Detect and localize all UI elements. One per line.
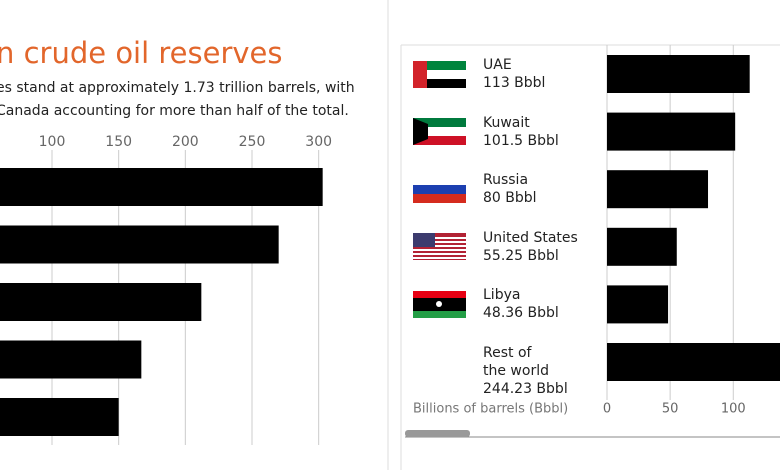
bar (0, 340, 142, 379)
category-label: UAE (483, 57, 512, 73)
category-label: Rest of the world (483, 345, 549, 379)
subtitle: es stand at approximately 1.73 trillion … (0, 80, 355, 96)
value-label: 113 Bbbl (483, 75, 546, 91)
chart-title: n crude oil reserves (0, 36, 283, 70)
flag-uae (413, 61, 466, 88)
x-tick-label: 100 (39, 134, 66, 150)
bar (607, 227, 677, 266)
flag-libya (413, 291, 466, 318)
bar (607, 112, 736, 151)
bar (0, 225, 279, 264)
flag-kuwait (413, 118, 466, 145)
flag-russia (413, 176, 466, 203)
category-label: Kuwait (483, 114, 530, 131)
value-label: 48.36 Bbbl (483, 305, 559, 322)
x-tick-label: 250 (239, 134, 266, 150)
x-tick-label: 150 (105, 134, 132, 150)
bar (0, 168, 323, 206)
logo (405, 430, 470, 437)
bar (607, 285, 669, 324)
category-label: United States (483, 229, 578, 246)
bar (607, 170, 709, 209)
category-label: Libya (483, 287, 521, 304)
bar (607, 55, 750, 93)
value-label: 55.25 Bbbl (483, 247, 559, 264)
bar (607, 343, 780, 381)
category-label: Russia (483, 172, 529, 189)
value-label: 244.23 Bbbl (483, 381, 568, 397)
subtitle: Canada accounting for more than half of … (0, 103, 349, 119)
x-tick-label: 100 (721, 402, 746, 417)
x-tick-label: 50 (662, 402, 679, 417)
bar (0, 283, 202, 321)
flags (413, 61, 466, 318)
x-tick-label: 200 (172, 134, 199, 150)
value-label: 80 Bbbl (483, 190, 537, 207)
x-axis-title: Billions of barrels (Bbbl) (413, 402, 568, 417)
flag-us (413, 233, 466, 260)
value-label: 101.5 Bbbl (483, 132, 559, 149)
x-tick-label: 0 (603, 402, 611, 417)
x-tick-label: 300 (305, 134, 332, 150)
bar (0, 398, 119, 436)
